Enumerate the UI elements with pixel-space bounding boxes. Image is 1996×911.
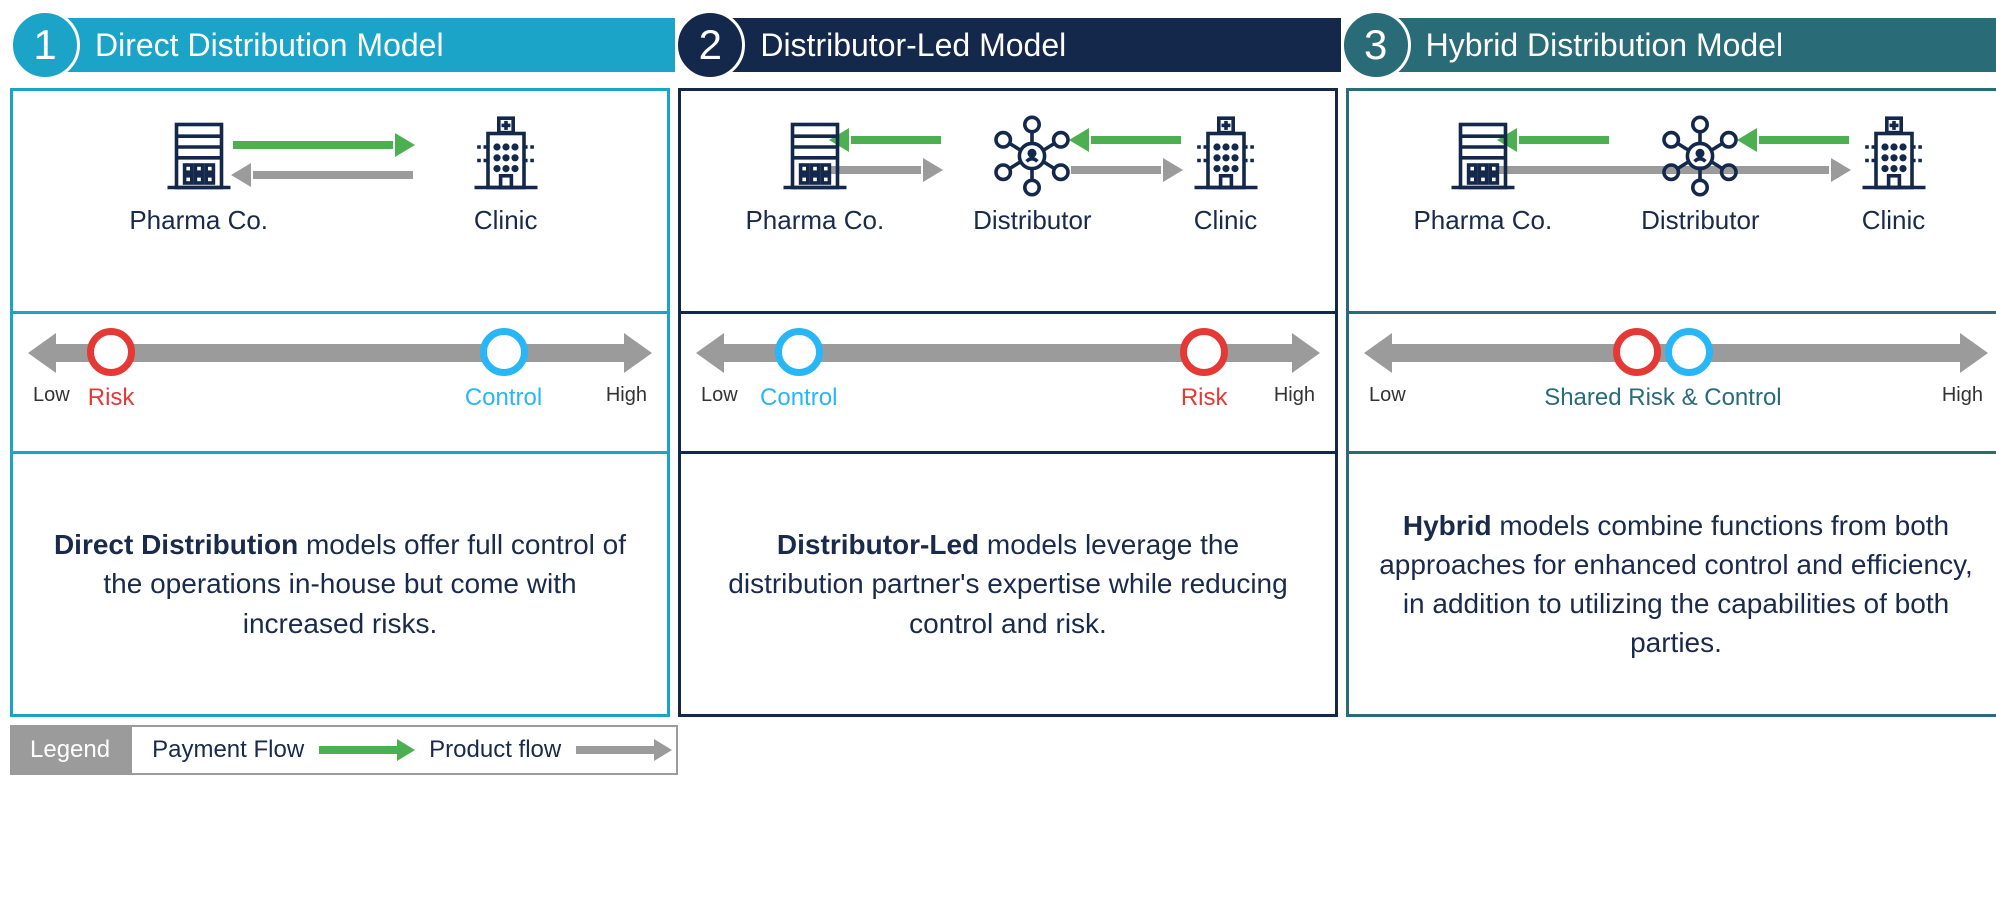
entity-building: Pharma Co. [129,111,268,236]
axis-high: High [606,384,647,407]
entity-network: Distributor [1641,111,1759,236]
hospital-icon [1849,111,1939,201]
description-section: Distributor-Led models leverage the dist… [681,454,1335,714]
network-icon [1655,111,1745,201]
building-icon [1438,111,1528,201]
header-row: 1 Direct Distribution Model 2 Distributo… [10,10,1996,80]
header-tab-1: 1 Direct Distribution Model [10,10,675,80]
payment-arrow-icon [319,746,399,754]
axis-low: Low [1369,384,1406,407]
entity-label: Pharma Co. [1413,205,1552,236]
legend-body: Payment Flow Product flow [130,725,678,775]
shared-label: Shared Risk & Control [1544,384,1781,412]
header-tab-3: 3 Hybrid Distribution Model [1341,10,1996,80]
axis-high: High [1274,384,1315,407]
entity-label: Distributor [973,205,1091,236]
axis-low: Low [701,384,738,407]
entity-label: Pharma Co. [129,205,268,236]
axis-high: High [1942,384,1983,407]
description-text: Distributor-Led models leverage the dist… [711,525,1305,643]
risk-axis [53,344,627,362]
axis-low: Low [33,384,70,407]
network-icon [987,111,1077,201]
risk-control-section: Low High Control Risk [681,314,1335,454]
risk-circle-1 [87,328,135,376]
entity-label: Clinic [474,205,538,236]
legend-payment: Payment Flow [152,736,399,764]
header-number-3: 3 [1341,10,1411,80]
entity-hospital: Clinic [461,111,551,236]
shared-circle-2 [1665,328,1713,376]
header-title-3: Hybrid Distribution Model [1376,18,1996,72]
flow-arrows [33,131,647,231]
entity-building: Pharma Co. [745,111,884,236]
risk-label-2: Risk [1181,384,1228,412]
legend: Legend Payment Flow Product flow [10,725,1996,775]
risk-label-1: Risk [88,384,135,412]
header-title-2: Distributor-Led Model [710,18,1340,72]
entity-hospital: Clinic [1181,111,1271,236]
panels-row: Pharma Co. Clinic Low High Risk Control [10,88,1996,717]
legend-product: Product flow [429,736,656,764]
shared-circle-1 [1613,328,1661,376]
hospital-icon [1181,111,1271,201]
panel-3: Pharma Co. Distributor Clini [1346,88,1996,717]
entities-section: Pharma Co. Clinic [13,91,667,314]
legend-title: Legend [10,725,130,775]
description-section: Hybrid models combine functions from bot… [1349,454,1996,714]
entities-section: Pharma Co. Distributor Clini [1349,91,1996,314]
description-section: Direct Distribution models offer full co… [13,454,667,714]
hospital-icon [461,111,551,201]
risk-circle-2 [1180,328,1228,376]
legend-product-label: Product flow [429,736,561,764]
building-icon [770,111,860,201]
entity-hospital: Clinic [1849,111,1939,236]
header-number-2: 2 [675,10,745,80]
description-text: Direct Distribution models offer full co… [43,525,637,643]
header-title-1: Direct Distribution Model [45,18,675,72]
infographic-container: 1 Direct Distribution Model 2 Distributo… [10,10,1996,775]
panel-2: Pharma Co. Distributor Clini [678,88,1338,717]
product-arrow-icon [576,746,656,754]
header-tab-2: 2 Distributor-Led Model [675,10,1340,80]
risk-circle-1 [775,328,823,376]
header-number-1: 1 [10,10,80,80]
risk-circle-2 [480,328,528,376]
risk-control-section: Low High Risk Control [13,314,667,454]
risk-control-section: Low High Shared Risk & Control [1349,314,1996,454]
entity-building: Pharma Co. [1413,111,1552,236]
building-icon [154,111,244,201]
entity-network: Distributor [973,111,1091,236]
entity-label: Clinic [1862,205,1926,236]
legend-payment-label: Payment Flow [152,736,304,764]
entity-label: Clinic [1194,205,1258,236]
entity-label: Pharma Co. [745,205,884,236]
risk-label-1: Control [760,384,837,412]
description-text: Hybrid models combine functions from bot… [1379,506,1973,663]
panel-1: Pharma Co. Clinic Low High Risk Control [10,88,670,717]
entities-section: Pharma Co. Distributor Clini [681,91,1335,314]
entity-label: Distributor [1641,205,1759,236]
risk-label-2: Control [465,384,542,412]
